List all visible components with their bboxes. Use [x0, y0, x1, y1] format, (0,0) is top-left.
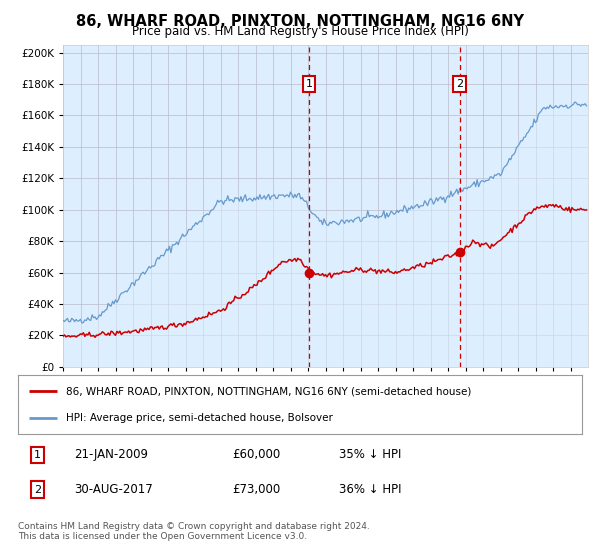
Text: 1: 1	[305, 79, 313, 89]
Text: 2: 2	[34, 484, 41, 494]
Text: 86, WHARF ROAD, PINXTON, NOTTINGHAM, NG16 6NY (semi-detached house): 86, WHARF ROAD, PINXTON, NOTTINGHAM, NG1…	[66, 386, 472, 396]
Text: 1: 1	[34, 450, 41, 460]
Text: £73,000: £73,000	[232, 483, 281, 496]
Text: 36% ↓ HPI: 36% ↓ HPI	[340, 483, 402, 496]
Text: Price paid vs. HM Land Registry's House Price Index (HPI): Price paid vs. HM Land Registry's House …	[131, 25, 469, 38]
Text: Contains HM Land Registry data © Crown copyright and database right 2024.
This d: Contains HM Land Registry data © Crown c…	[18, 522, 370, 542]
Text: 21-JAN-2009: 21-JAN-2009	[74, 448, 148, 461]
Text: 30-AUG-2017: 30-AUG-2017	[74, 483, 153, 496]
Text: HPI: Average price, semi-detached house, Bolsover: HPI: Average price, semi-detached house,…	[66, 413, 333, 423]
Text: £60,000: £60,000	[232, 448, 281, 461]
Text: 86, WHARF ROAD, PINXTON, NOTTINGHAM, NG16 6NY: 86, WHARF ROAD, PINXTON, NOTTINGHAM, NG1…	[76, 14, 524, 29]
Text: 2: 2	[456, 79, 463, 89]
Text: 35% ↓ HPI: 35% ↓ HPI	[340, 448, 402, 461]
